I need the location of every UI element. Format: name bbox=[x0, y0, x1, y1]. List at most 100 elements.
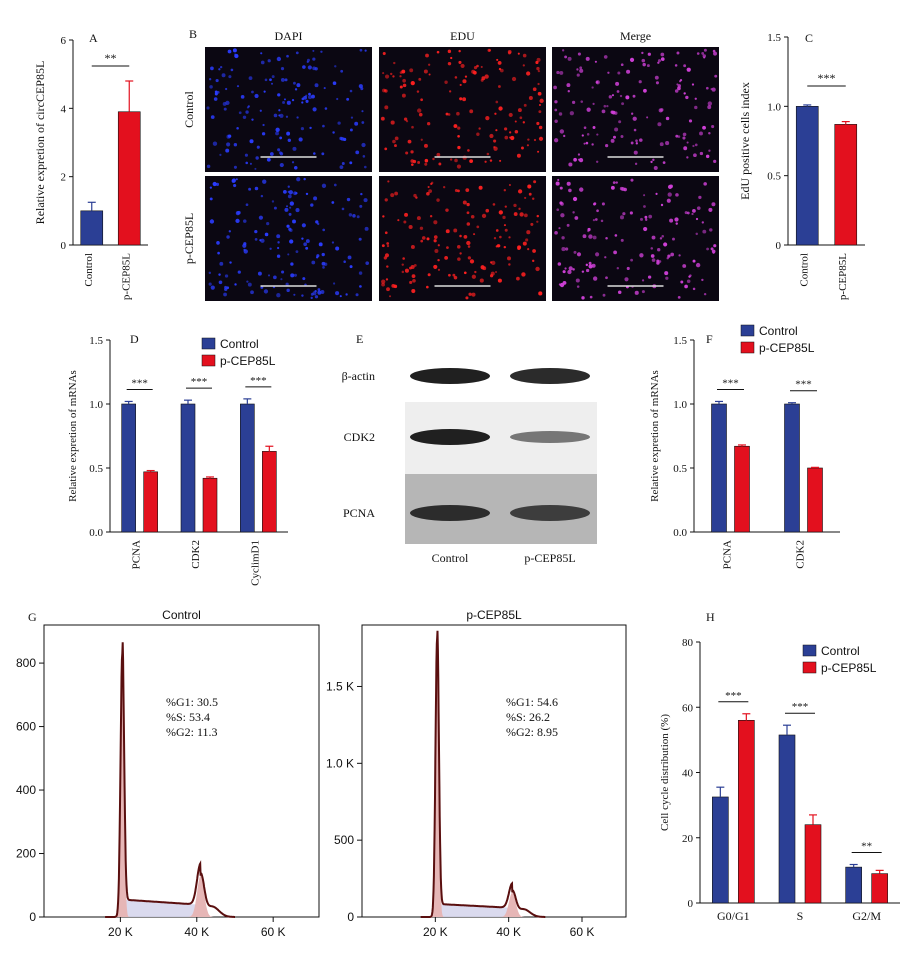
cell-dot bbox=[508, 263, 511, 266]
cell-dot bbox=[532, 249, 536, 253]
panel-letter-h: H bbox=[706, 610, 715, 624]
cell-dot bbox=[516, 276, 520, 281]
cell-dot bbox=[514, 129, 519, 134]
cell-dot bbox=[273, 206, 277, 210]
cell-dot bbox=[557, 262, 562, 266]
cell-dot bbox=[420, 98, 423, 102]
cell-dot bbox=[448, 273, 451, 277]
cell-dot bbox=[409, 68, 414, 73]
bar bbox=[121, 403, 136, 533]
cell-dot bbox=[683, 64, 687, 68]
cell-dot bbox=[533, 180, 537, 184]
cell-dot bbox=[463, 271, 467, 275]
cell-dot bbox=[476, 225, 480, 229]
cell-dot bbox=[644, 215, 648, 219]
cell-dot bbox=[457, 126, 461, 130]
cell-dot bbox=[633, 128, 637, 132]
panel-letter-c: C bbox=[805, 31, 813, 45]
cell-dot bbox=[481, 76, 486, 81]
cell-dot bbox=[685, 95, 689, 100]
cell-dot bbox=[449, 158, 453, 161]
cell-dot bbox=[335, 291, 340, 296]
cell-dot bbox=[429, 215, 433, 218]
cell-dot bbox=[614, 127, 619, 132]
cell-dot bbox=[436, 198, 440, 202]
cell-dot bbox=[575, 278, 580, 283]
significance-label: ** bbox=[861, 841, 872, 853]
y-tick-label: 800 bbox=[16, 656, 36, 670]
cell-dot bbox=[264, 232, 269, 237]
category-label: CDK2 bbox=[795, 540, 807, 569]
cell-dot bbox=[219, 65, 223, 69]
cell-dot bbox=[293, 293, 296, 296]
cell-dot bbox=[536, 57, 541, 62]
cell-dot bbox=[415, 196, 418, 199]
cell-dot bbox=[322, 228, 326, 232]
cell-dot bbox=[404, 268, 409, 273]
y-axis-label: Relative expretion of circCEP85L bbox=[33, 61, 47, 225]
cell-dot bbox=[462, 200, 467, 205]
cell-dot bbox=[703, 182, 707, 186]
cell-dot bbox=[592, 126, 596, 129]
cell-dot bbox=[420, 138, 423, 141]
y-tick-label: 200 bbox=[16, 847, 36, 861]
plot-frame bbox=[361, 624, 627, 918]
cell-dot bbox=[467, 256, 472, 260]
cell-dot bbox=[345, 293, 348, 296]
cell-dot bbox=[245, 203, 249, 207]
cell-dot bbox=[527, 248, 530, 251]
cell-dot bbox=[445, 208, 449, 212]
cell-dot bbox=[588, 261, 592, 265]
cell-dot bbox=[394, 144, 397, 148]
cell-dot bbox=[499, 159, 502, 162]
cell-dot bbox=[219, 153, 222, 156]
cell-dot bbox=[526, 71, 531, 76]
cell-dot bbox=[559, 186, 563, 190]
cell-dot bbox=[410, 244, 415, 249]
cell-dot bbox=[692, 287, 696, 291]
cell-dot bbox=[248, 187, 252, 191]
y-tick-label: 2 bbox=[61, 172, 67, 184]
y-tick-label: 0 bbox=[347, 910, 354, 924]
legend-swatch bbox=[802, 644, 817, 657]
cell-dot bbox=[463, 235, 468, 239]
panel-a-chart: 0 2 4 6 Relative expretion of circCEP85L Cont… bbox=[33, 35, 148, 300]
cell-dot bbox=[511, 76, 517, 82]
cell-dot bbox=[359, 48, 363, 52]
cell-dot bbox=[427, 273, 431, 277]
cell-dot bbox=[585, 141, 589, 145]
cell-dot bbox=[643, 88, 647, 93]
y-tick-label: 0 bbox=[61, 240, 67, 252]
cell-dot bbox=[267, 59, 271, 63]
cell-dot bbox=[288, 212, 292, 216]
cell-dot bbox=[411, 289, 416, 294]
cell-dot bbox=[711, 249, 716, 254]
cell-dot bbox=[458, 60, 462, 64]
cell-dot bbox=[686, 279, 691, 284]
cell-dot bbox=[313, 152, 316, 155]
cell-dot bbox=[669, 184, 673, 189]
cell-dot bbox=[615, 81, 620, 86]
cell-dot bbox=[504, 228, 508, 232]
cell-dot bbox=[613, 250, 618, 255]
band-label: β-actin bbox=[342, 369, 375, 383]
cell-dot bbox=[458, 49, 461, 53]
cell-dot bbox=[478, 127, 481, 130]
legend-label: Control bbox=[220, 337, 259, 351]
panel-e-blot: β-actin CDK2 PCNA Control p-CEP85L bbox=[342, 348, 597, 565]
cell-dot bbox=[643, 226, 648, 232]
cell-dot bbox=[585, 268, 590, 273]
cell-dot bbox=[566, 223, 570, 227]
cell-dot bbox=[259, 239, 262, 242]
cell-dot bbox=[712, 49, 716, 53]
cell-dot bbox=[413, 263, 417, 267]
cell-dot bbox=[247, 282, 252, 287]
y-tick-label: 0.5 bbox=[767, 171, 781, 183]
cell-dot bbox=[358, 271, 363, 275]
cell-dot bbox=[305, 99, 309, 103]
cell-dot bbox=[525, 238, 529, 242]
panel-letter-a: A bbox=[89, 31, 98, 45]
cell-dot bbox=[269, 247, 272, 250]
cell-dot bbox=[557, 178, 560, 182]
cell-dot bbox=[496, 244, 501, 248]
